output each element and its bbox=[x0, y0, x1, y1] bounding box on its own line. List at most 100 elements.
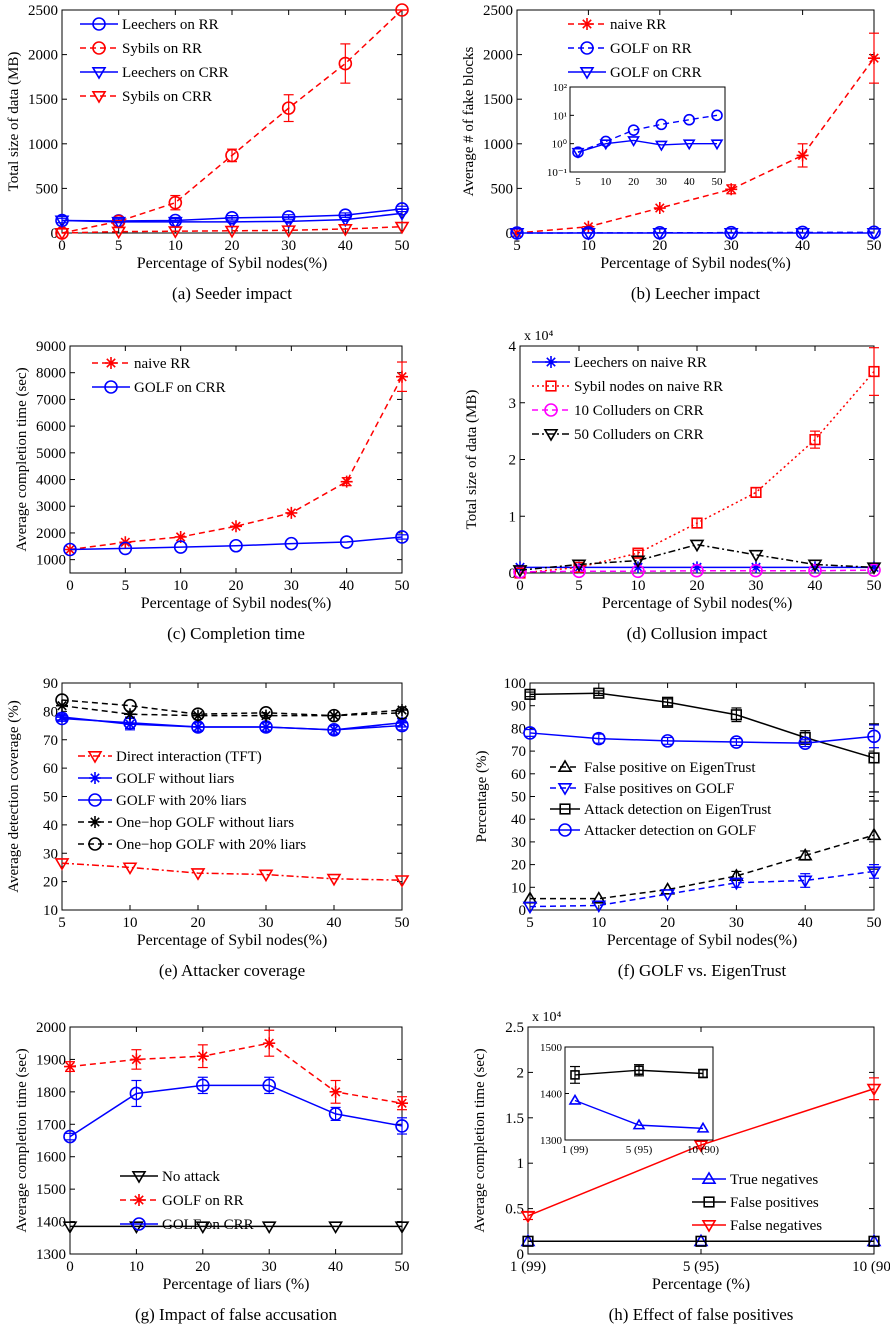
inset-frame bbox=[564, 1046, 714, 1141]
y-tick-label: 0 bbox=[506, 226, 514, 242]
data-point bbox=[338, 56, 353, 71]
y-axis-label: Average detection coverage (%) bbox=[6, 700, 22, 893]
error-bar bbox=[57, 715, 67, 722]
x-tick-label: 1 (99) bbox=[510, 1259, 546, 1275]
data-point bbox=[808, 563, 822, 578]
x-tick-label: 0 bbox=[66, 578, 74, 594]
x-axis-label: Percentage of Sybil nodes(%) bbox=[137, 932, 328, 949]
legend-entry: GOLF without liars bbox=[116, 771, 234, 787]
x-tick-label: 0 bbox=[58, 238, 66, 254]
data-point bbox=[118, 541, 133, 556]
data-point bbox=[337, 223, 353, 237]
legend-entry: Attacker detection on GOLF bbox=[584, 823, 756, 839]
legend-entry: Sybil nodes on naive RR bbox=[574, 379, 723, 395]
inset-series-1 bbox=[571, 136, 724, 159]
data-point bbox=[329, 1085, 342, 1098]
error-bar bbox=[283, 94, 294, 123]
panel-caption: (g) Impact of false accusation bbox=[135, 1305, 338, 1324]
series-1 bbox=[522, 1235, 880, 1247]
data-point bbox=[522, 901, 538, 915]
data-point bbox=[689, 539, 705, 553]
inset-data-point bbox=[634, 1065, 644, 1076]
series-line bbox=[529, 732, 875, 744]
error-bar bbox=[525, 691, 535, 698]
x-tick-label: 50 bbox=[395, 1259, 410, 1275]
x-tick-label: 5 (95) bbox=[683, 1259, 719, 1275]
inset-y-tick-label: 1300 bbox=[540, 1135, 563, 1147]
y-tick-label: 1900 bbox=[36, 1052, 66, 1068]
data-point bbox=[868, 561, 880, 574]
y-tick-label: 4 bbox=[509, 339, 517, 355]
legend-marker bbox=[104, 380, 118, 394]
legend-entry: Sybils on RR bbox=[122, 41, 202, 57]
series-line bbox=[61, 716, 403, 731]
x-tick-label: 20 bbox=[690, 578, 705, 594]
data-point bbox=[748, 549, 764, 563]
series-line bbox=[61, 862, 403, 881]
y-tick-label: 50 bbox=[43, 790, 58, 806]
inset-data-point bbox=[570, 1070, 580, 1080]
y-tick-label: 20 bbox=[43, 875, 58, 891]
legend-marker bbox=[92, 17, 106, 31]
data-point bbox=[64, 1060, 76, 1073]
data-point bbox=[795, 228, 810, 241]
inset-y-tick-label: 10² bbox=[553, 82, 568, 94]
x-tick-label: 40 bbox=[798, 915, 813, 931]
data-point bbox=[660, 734, 675, 748]
error-bar bbox=[131, 1079, 142, 1108]
data-point bbox=[258, 869, 274, 883]
x-tick-label: 50 bbox=[867, 915, 882, 931]
x-tick-label: 10 bbox=[129, 1259, 144, 1275]
y-tick-label: 0.5 bbox=[505, 1202, 524, 1218]
inset-y-tick-label: 10⁻¹ bbox=[547, 167, 567, 179]
series-3 bbox=[54, 221, 410, 241]
data-point bbox=[868, 752, 880, 764]
series-1 bbox=[514, 347, 880, 579]
x-axis-label: Percentage of Sybil nodes(%) bbox=[141, 595, 332, 612]
y-tick-label: 500 bbox=[491, 181, 514, 197]
inset-error-bar bbox=[570, 1065, 580, 1084]
data-point bbox=[62, 1221, 78, 1235]
data-point bbox=[124, 708, 136, 721]
data-point bbox=[809, 434, 821, 446]
series-1 bbox=[522, 863, 882, 915]
panel-caption: (b) Leecher impact bbox=[631, 284, 761, 303]
y-tick-label: 0 bbox=[509, 566, 517, 582]
legend-marker bbox=[544, 403, 558, 417]
data-point bbox=[868, 52, 880, 65]
inset-data-point bbox=[627, 136, 640, 148]
error-bar bbox=[869, 347, 879, 396]
series-3 bbox=[523, 724, 881, 750]
x-tick-label: 0 bbox=[66, 1259, 74, 1275]
y-tick-label: 2 bbox=[509, 453, 517, 469]
data-point bbox=[395, 530, 409, 544]
data-point bbox=[122, 862, 138, 876]
error-bar bbox=[340, 43, 351, 84]
data-point bbox=[262, 1078, 277, 1093]
series-4 bbox=[55, 693, 409, 723]
data-point bbox=[55, 693, 69, 707]
x-tick-label: 50 bbox=[395, 238, 410, 254]
x-tick-label: 50 bbox=[395, 915, 410, 931]
data-point bbox=[230, 520, 242, 533]
inset-data-point bbox=[711, 109, 723, 122]
series-line bbox=[69, 536, 403, 551]
x-tick-label: 5 bbox=[575, 578, 583, 594]
inset-data-point bbox=[655, 118, 668, 131]
data-point bbox=[224, 216, 240, 230]
data-point bbox=[691, 561, 703, 574]
legend: naive RR GOLF on RR GOLF on CRR bbox=[568, 17, 702, 81]
y-axis-label: Average completion time (sec) bbox=[14, 1048, 30, 1232]
data-point bbox=[327, 723, 341, 737]
data-point bbox=[632, 547, 644, 559]
series-1 bbox=[55, 3, 409, 240]
data-point bbox=[581, 228, 596, 241]
error-bar bbox=[633, 549, 643, 557]
series-line bbox=[61, 699, 403, 717]
inset-series-0 bbox=[570, 1064, 708, 1084]
x-tick-label: 40 bbox=[339, 578, 354, 594]
data-point bbox=[395, 705, 409, 720]
inset-data-point bbox=[710, 139, 724, 151]
inset-chart: 10⁻¹ 10⁰ 10¹ 10² 5 10 20 30 40 50 bbox=[547, 82, 726, 188]
data-point bbox=[593, 687, 605, 699]
